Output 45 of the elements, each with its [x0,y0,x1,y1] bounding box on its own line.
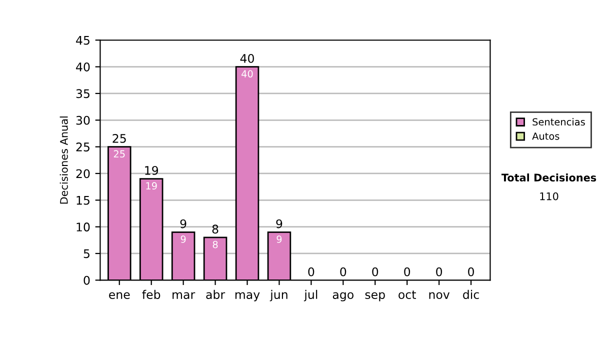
total-label: 19 [145,166,158,175]
y-tick-label: 35 [76,89,90,98]
data-label: 19 [146,182,157,190]
data-label: 9 [276,236,282,243]
y-tick-label: 10 [76,222,90,232]
data-label: 40 [242,70,253,78]
total-label: 0 [468,267,474,276]
y-tick-label: 25 [76,142,90,152]
y-tick-label: 40 [76,62,90,72]
text: Total Decisiones [501,173,596,182]
total-label: 0 [340,267,346,276]
total-label: 9 [276,219,282,228]
total-label: 8 [212,224,218,234]
total-label: 25 [112,134,126,143]
total-label: 0 [372,267,378,276]
x-tick-label: abr [206,290,226,300]
text: 110 [540,192,558,200]
x-tick-label: dic [463,290,479,300]
y-tick-label: 0 [84,276,90,285]
y-tick-label: 20 [76,169,90,178]
y-tick-label: 30 [76,116,90,125]
x-tick-label: jun [270,290,288,302]
y-tick-label: 5 [84,249,90,258]
x-tick-label: jul [304,290,318,302]
legend-label: Sentencias [532,118,585,126]
x-tick-label: ago [332,292,354,302]
total-label: 0 [308,267,314,276]
x-tick-label: sep [365,292,385,302]
total-label: 9 [180,219,186,228]
y-axis-title: Decisiones Anual [60,116,68,204]
legend-label: Autos [532,132,560,140]
x-tick-label: may [235,292,260,302]
data-label: 25 [114,150,125,158]
data-label: 8 [212,240,218,248]
y-tick-label: 45 [76,36,90,45]
x-tick-label: oct [398,290,416,300]
x-tick-label: ene [109,292,130,300]
x-tick-label: feb [142,290,160,300]
x-tick-label: mar [172,292,196,300]
y-tick-label: 15 [76,196,90,205]
data-label: 9 [180,236,186,243]
total-label: 0 [436,267,442,276]
x-tick-label: nov [429,292,450,300]
total-label: 0 [404,267,410,276]
total-label: 40 [240,54,254,63]
